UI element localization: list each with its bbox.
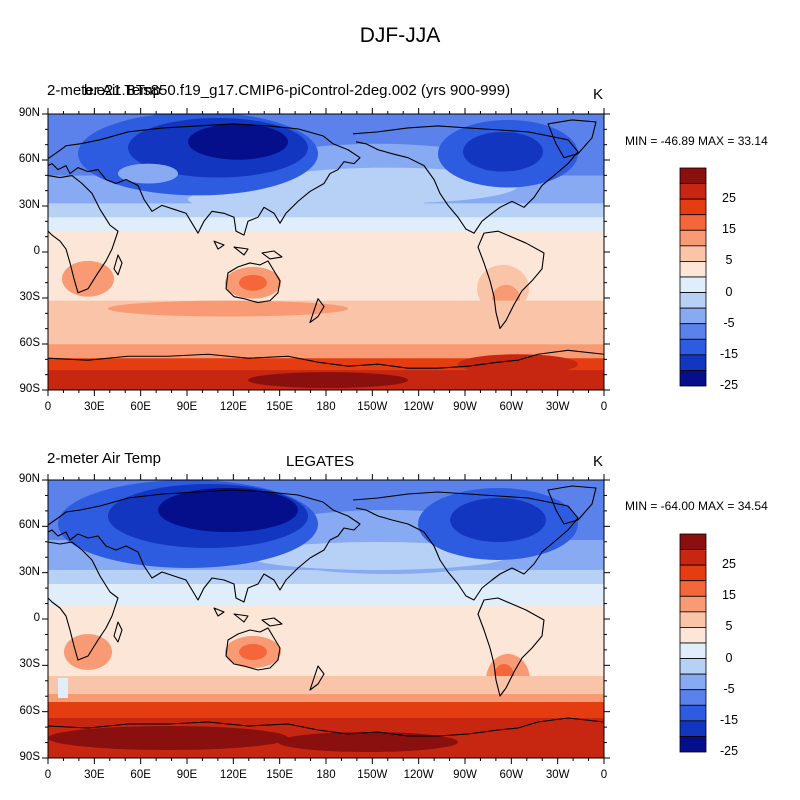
panel2-center-title: LEGATES — [286, 453, 355, 470]
colorbar-swatch — [679, 323, 707, 340]
lat-tick-label: 60S — [19, 337, 40, 349]
lon-tick-label: 150E — [266, 769, 294, 781]
lon-tick-label: 120W — [403, 769, 434, 781]
colorbar-swatch — [679, 720, 707, 737]
lon-tick-label: 30E — [84, 769, 105, 781]
panel1-map — [47, 113, 605, 391]
colorbar-label: 5 — [725, 253, 733, 268]
lat-tick-label: 60N — [18, 153, 40, 165]
lon-tick-label: 0 — [44, 769, 52, 781]
lon-tick-label: 30W — [545, 401, 570, 413]
panel1-units: K — [593, 86, 604, 103]
colorbar-swatch — [679, 736, 707, 753]
lon-tick-label: 120W — [403, 401, 434, 413]
lat-tick-label: 90S — [19, 751, 40, 763]
colorbar-swatch — [679, 245, 707, 262]
colorbar-swatch — [679, 229, 707, 247]
lon-tick-label: 30E — [84, 401, 105, 413]
lat-tick-label: 30S — [19, 658, 40, 671]
lon-tick-label: 120E — [219, 769, 247, 781]
colorbar-swatch — [679, 704, 707, 722]
lon-tick-label: 180 — [316, 769, 336, 781]
lon-tick-label: 60W — [499, 401, 524, 413]
colorbar-label: 15 — [722, 222, 736, 237]
figure-title: DJF-JJA — [359, 24, 441, 47]
colorbar-swatch — [679, 370, 707, 387]
lon-tick-label: 90W — [453, 769, 477, 781]
colorbar-swatch — [679, 533, 707, 550]
panel2-left-title: 2-meter Air Temp — [47, 450, 161, 467]
panel2-units: K — [593, 453, 604, 470]
panel1-center-title: b.e21.BTs850.f19_g17.CMIP6-piControl-2de… — [84, 82, 511, 99]
colorbar-swatch — [679, 261, 707, 278]
colorbar-label: 25 — [722, 557, 736, 572]
colorbar-swatch — [679, 580, 707, 597]
colorbar-swatch — [679, 214, 707, 231]
panel2-map — [47, 479, 605, 759]
lat-tick-label: 60S — [19, 704, 40, 717]
lon-tick-label: 0 — [44, 401, 52, 413]
colorbar-swatch — [679, 292, 707, 309]
panel1-stats: MIN = -46.89 MAX = 33.14 — [625, 134, 768, 148]
lon-tick-label: 60W — [499, 769, 524, 781]
lon-tick-label: 30W — [545, 769, 570, 781]
lat-tick-label: 0 — [33, 612, 40, 624]
lon-tick-label: 60E — [130, 401, 151, 413]
lon-tick-label: 90W — [453, 401, 477, 413]
lon-tick-label: 90E — [176, 401, 198, 413]
colorbar-label: -25 — [719, 744, 739, 758]
colorbar-swatch — [679, 611, 707, 628]
colorbar-swatch — [679, 689, 707, 706]
lon-tick-label: 0 — [600, 769, 608, 781]
colorbar-swatch — [679, 338, 707, 356]
lat-tick-label: 0 — [33, 245, 40, 257]
lon-tick-label: 60E — [130, 769, 151, 781]
colorbar-swatch — [679, 167, 707, 184]
lon-tick-label: 0 — [600, 401, 608, 413]
lat-tick-label: 60N — [18, 519, 40, 532]
colorbar-label: 0 — [725, 284, 733, 299]
colorbar-swatch — [679, 276, 707, 293]
colorbar-swatch — [679, 307, 707, 325]
colorbar-swatch — [679, 642, 707, 659]
lon-tick-label: 150W — [357, 401, 388, 413]
lon-tick-label: 180 — [316, 401, 336, 413]
colorbar-swatch — [679, 673, 707, 691]
lat-tick-label: 90S — [19, 383, 40, 395]
colorbar-label: 25 — [722, 191, 736, 206]
colorbar-swatch — [679, 549, 707, 566]
colorbar-swatch — [679, 658, 707, 675]
colorbar-swatch — [679, 595, 707, 613]
lon-tick-label: 120E — [219, 401, 247, 413]
lon-tick-label: 150W — [357, 769, 388, 781]
panel2-temperature-field — [48, 480, 604, 758]
lon-tick-label: 150E — [266, 401, 294, 413]
lon-tick-label: 90E — [176, 769, 198, 781]
colorbar-swatch — [679, 627, 707, 644]
colorbar-label: -5 — [723, 315, 735, 330]
colorbar-label: -15 — [719, 346, 739, 361]
lat-tick-label: 90N — [18, 473, 40, 485]
colorbar-label: 0 — [725, 650, 733, 665]
colorbar-swatch — [679, 198, 707, 216]
colorbar-label: 5 — [725, 619, 733, 634]
colorbar-label: -5 — [723, 681, 735, 696]
panel2-stats: MIN = -64.00 MAX = 34.54 — [625, 499, 768, 513]
panel1-left-title: 2-meter Air Temp — [47, 82, 161, 99]
lat-tick-label: 30S — [19, 291, 40, 303]
colorbar-label: 15 — [722, 588, 736, 603]
lat-tick-label: 30N — [18, 565, 40, 578]
colorbar-swatch — [679, 564, 707, 582]
lat-tick-label: 30N — [18, 199, 40, 211]
colorbar-swatch — [679, 354, 707, 371]
colorbar-label: -15 — [719, 712, 739, 727]
lat-tick-label: 90N — [18, 107, 40, 119]
colorbar-label: -25 — [719, 378, 739, 392]
colorbar-swatch — [679, 183, 707, 200]
panel1-temperature-field — [48, 114, 604, 390]
